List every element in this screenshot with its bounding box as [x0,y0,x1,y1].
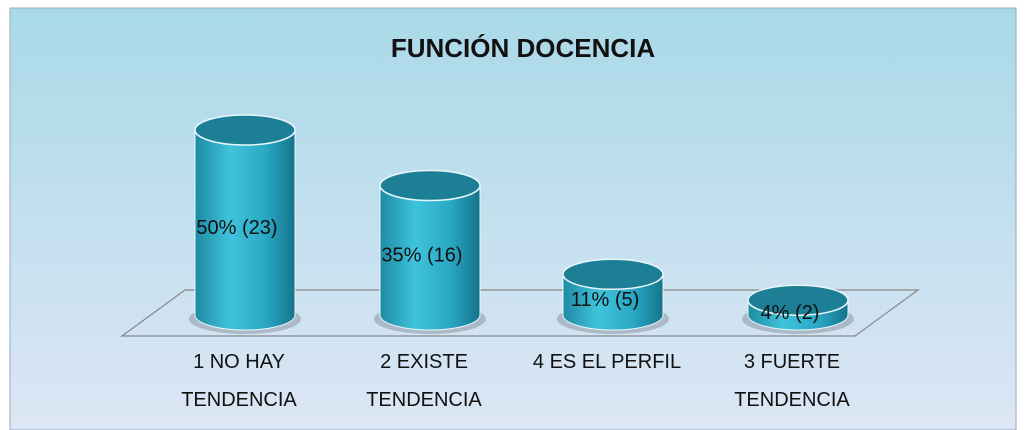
cylinder [557,258,669,334]
chart-title: FUNCIÓN DOCENCIA [391,33,656,63]
x-tick-label: 4 ES EL PERFIL [532,351,682,373]
cylinder-top [379,169,481,202]
background [9,7,1017,430]
cylinder [374,169,486,334]
x-tick-label: 2 EXISTE TENDENCIA [366,351,482,411]
value-label: 11% (5) [571,289,640,311]
cylinder-body [194,129,296,331]
cylinder [742,284,854,334]
cylinder-top [747,284,849,316]
cylinder-top [562,258,664,291]
value-label: 35% (16) [381,245,462,267]
floor [120,289,920,337]
cylinder-top [194,114,296,146]
cylinder-body [562,273,664,331]
x-tick-label: 3 FUERTE TENDENCIA [734,351,850,411]
x-tick-label: 1 NO HAY TENDENCIA [181,351,297,411]
cylinder-body [379,185,481,331]
value-label: 50% (23) [196,217,277,239]
cylinder [189,114,301,334]
value-label: 4% (2) [761,302,820,324]
